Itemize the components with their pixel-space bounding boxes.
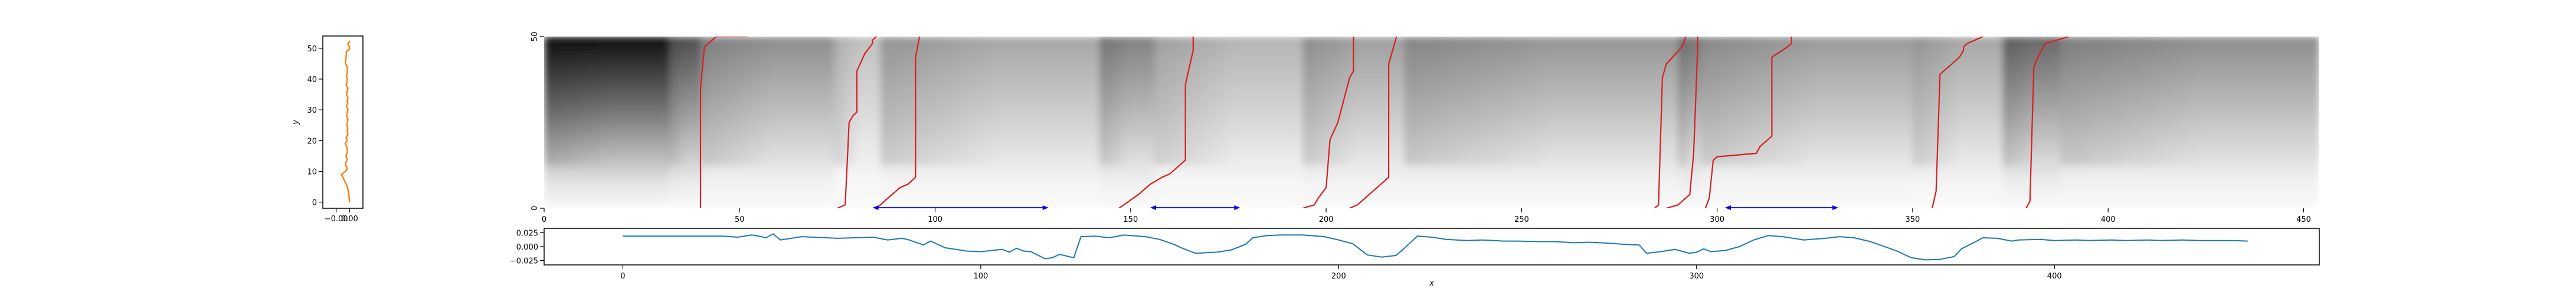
heatmap-block-shade [2061, 37, 2204, 166]
heatmap-xtick-label: 250 [1514, 215, 1529, 224]
red-path [1666, 37, 1698, 208]
profile-ytick-label: 40 [307, 76, 317, 84]
profile-ylabel: y [292, 120, 300, 125]
red-path [2025, 37, 2070, 208]
heatmap-xtick-label: 0 [542, 215, 546, 224]
heatmap-block-shade [1404, 37, 1555, 166]
profile-axes: 0 10 20 30 40 50 −0.000.00 y [292, 45, 358, 224]
profile-ytick-label: 10 [307, 168, 317, 176]
heatmap-block-shade [701, 37, 774, 166]
signal-xtick-label: 200 [1331, 272, 1346, 281]
heatmap-block-shade [1099, 37, 1130, 166]
profile-data-layer [341, 40, 351, 202]
heatmap-xtick-label: 400 [2101, 215, 2116, 224]
red-path [1932, 37, 1983, 208]
signal-xtick-label: 400 [2047, 272, 2062, 281]
signal-frame [544, 228, 2320, 266]
signal-series-line [623, 233, 2248, 261]
heatmap-xtick-label: 200 [1319, 215, 1334, 224]
heatmap-block-shade [1701, 37, 1818, 166]
heatmap-ytick-label: 50 [531, 32, 539, 42]
profile-xtick-label: −0.00 [325, 215, 348, 224]
signal-xtick-label: 300 [1689, 272, 1704, 281]
red-path [1654, 37, 1687, 208]
signal-xtick-label: 100 [973, 272, 988, 281]
blue-span-layer [872, 205, 1839, 210]
heatmap-image [544, 37, 2319, 208]
blue-span-arrow-left [872, 205, 879, 210]
heatmap-xtick-label: 450 [2296, 215, 2311, 224]
signal-ytick-label: −0.025 [510, 257, 538, 266]
heatmap-xtick-label: 300 [1710, 215, 1724, 224]
signal-xtick-label: 0 [620, 272, 625, 281]
heatmap-ytick-label: 0 [531, 206, 539, 211]
heatmap-block-shade [1678, 37, 1691, 166]
heatmap-axes: 0 50 100 150 200 250 300 350 400 450 0 50 [531, 32, 2311, 224]
heatmap-xtick-label: 150 [1123, 215, 1138, 224]
signal-ytick-label: 0.025 [516, 230, 538, 238]
heatmap-block-shade [833, 37, 860, 166]
heatmap-xtick-label: 350 [1906, 215, 1920, 224]
signal-axes: 0 100 200 300 400 0.025 0.000 −0.025 x [510, 230, 2062, 288]
heatmap-xtick-label: 50 [735, 215, 745, 224]
heatmap-block-shade [1154, 37, 1236, 166]
heatmap-block-shade [2002, 37, 2035, 166]
blue-span-arrow-left [1150, 205, 1156, 210]
heatmap-block-shade [669, 37, 687, 166]
red-path [876, 37, 921, 208]
blue-span-arrow-right [1042, 205, 1049, 210]
heatmap-block-shade [1302, 37, 1359, 166]
blue-span-arrow-left [1724, 205, 1731, 210]
profile-panel: 0 10 20 30 40 50 −0.000.00 y [292, 35, 364, 224]
profile-frame [322, 35, 364, 209]
red-path [837, 37, 877, 208]
heatmap-xtick-label: 100 [928, 215, 942, 224]
profile-series-line [341, 40, 351, 202]
signal-data-layer [623, 233, 2248, 261]
red-path [1349, 37, 1397, 208]
red-path [1302, 37, 1354, 208]
signal-xlabel: x [1429, 279, 1434, 288]
heatmap-block-shade [880, 37, 1001, 166]
heatmap-block-shade [544, 37, 613, 166]
red-path-layer [699, 37, 2070, 208]
blue-span-arrow-right [1234, 205, 1240, 210]
profile-ytick-label: 50 [307, 45, 317, 54]
red-path [1704, 37, 1792, 208]
signal-panel: 0 100 200 300 400 0.025 0.000 −0.025 x [510, 228, 2320, 288]
signal-ytick-label: 0.000 [516, 243, 538, 252]
profile-ytick-label: 30 [307, 106, 317, 115]
red-path [1118, 37, 1194, 208]
profile-xtick-label: 0.00 [341, 215, 358, 224]
red-path [699, 37, 748, 208]
profile-ytick-label: 0 [312, 199, 317, 208]
profile-ytick-label: 20 [307, 137, 317, 146]
blue-span-arrow-right [1832, 205, 1839, 210]
heatmap-panel: 0 50 100 150 200 250 300 350 400 450 0 50 [531, 32, 2319, 224]
